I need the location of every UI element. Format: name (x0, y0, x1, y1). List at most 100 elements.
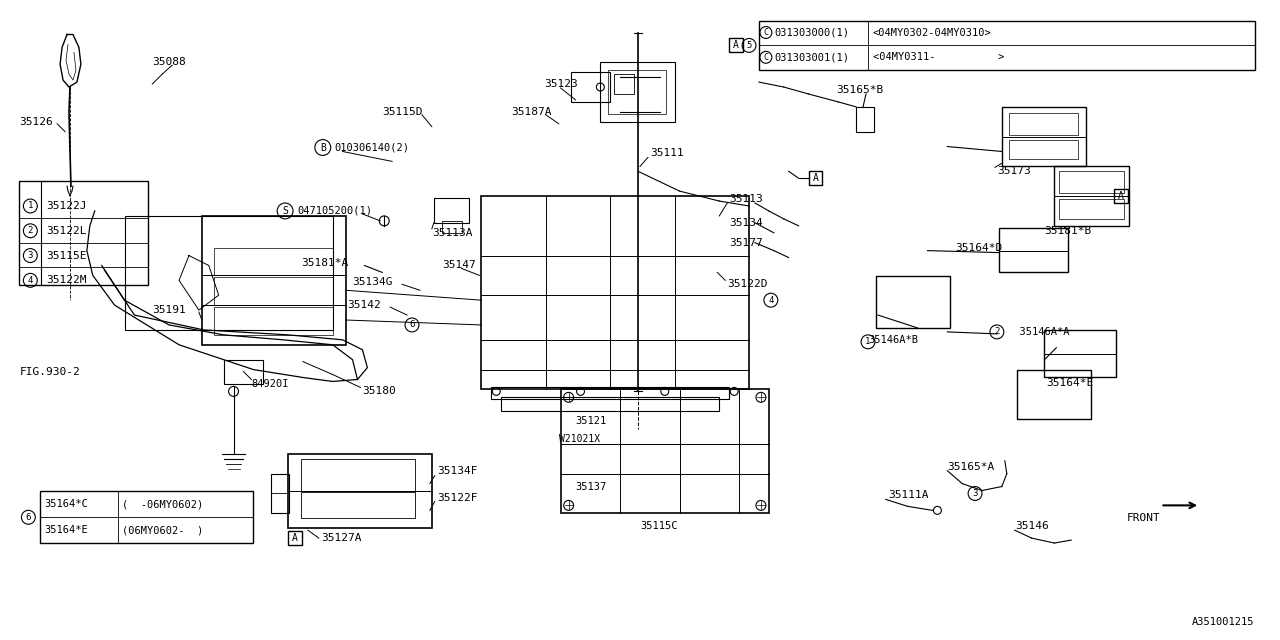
Bar (271, 474, 289, 513)
Bar (1009, 140, 1078, 159)
Bar (301, 459, 415, 490)
Text: 35122M: 35122M (46, 275, 87, 285)
Bar (434, 198, 468, 223)
Text: 35123: 35123 (544, 79, 577, 89)
Text: 35181*B: 35181*B (1044, 226, 1092, 236)
Text: 35181*A: 35181*A (301, 257, 348, 268)
Text: 031303001(1): 031303001(1) (774, 52, 850, 62)
Text: S: S (282, 206, 288, 216)
Bar (224, 360, 264, 385)
Text: 35122F: 35122F (436, 493, 477, 504)
Bar (214, 277, 333, 305)
Bar (19, 181, 148, 285)
Bar (608, 70, 666, 114)
Bar (809, 172, 823, 185)
Text: 35126: 35126 (19, 116, 54, 127)
Bar (301, 493, 415, 518)
Text: 35134G: 35134G (352, 277, 393, 287)
Text: 35164*E: 35164*E (45, 525, 88, 535)
Text: 35111: 35111 (650, 148, 684, 159)
Text: 010306140(2): 010306140(2) (334, 143, 410, 152)
Text: 35122J: 35122J (46, 201, 87, 211)
Bar (876, 276, 950, 328)
Text: 047105200(1): 047105200(1) (297, 206, 372, 216)
Text: 35115D: 35115D (383, 107, 422, 117)
Text: 35173: 35173 (997, 166, 1030, 176)
Text: (  -06MY0602): ( -06MY0602) (122, 499, 202, 509)
Bar (492, 387, 730, 399)
Text: W21021X: W21021X (558, 434, 600, 444)
Bar (40, 492, 253, 543)
Bar (1114, 189, 1128, 203)
Bar (614, 74, 634, 94)
Text: <04MY0302-04MY0310>: <04MY0302-04MY0310> (873, 28, 992, 38)
Text: 1: 1 (28, 202, 33, 211)
Text: 4: 4 (28, 276, 33, 285)
Text: 35177: 35177 (730, 237, 763, 248)
Bar (124, 216, 333, 330)
Bar (214, 307, 333, 335)
Bar (202, 216, 346, 345)
Bar (442, 221, 462, 233)
Text: 35088: 35088 (152, 57, 186, 67)
Text: 35191: 35191 (152, 305, 186, 315)
Text: 35134F: 35134F (436, 466, 477, 476)
Text: 6: 6 (26, 513, 31, 522)
Bar (481, 196, 749, 389)
Text: 35146A*A: 35146A*A (1007, 327, 1069, 337)
Text: 35113A: 35113A (431, 228, 472, 238)
Text: 35147: 35147 (442, 260, 475, 271)
Bar (288, 454, 431, 528)
Text: 1: 1 (865, 337, 870, 346)
Text: A351001215: A351001215 (1192, 618, 1254, 627)
Text: 35111A: 35111A (888, 490, 928, 500)
Text: FIG.930-2: FIG.930-2 (19, 367, 81, 376)
Text: 35122D: 35122D (727, 279, 768, 289)
Text: 35121: 35121 (576, 416, 607, 426)
Text: 2: 2 (995, 328, 1000, 337)
Text: 6: 6 (410, 321, 415, 330)
Bar (759, 20, 1254, 70)
Text: (06MY0602-  ): (06MY0602- ) (122, 525, 202, 535)
Text: A: A (292, 533, 298, 543)
Text: 2: 2 (28, 227, 33, 236)
Bar (502, 397, 719, 412)
Text: 35164*D: 35164*D (955, 243, 1002, 253)
Text: C: C (763, 28, 768, 37)
Text: FRONT: FRONT (1126, 513, 1161, 524)
Text: 35164*E: 35164*E (1047, 378, 1093, 388)
Bar (1060, 172, 1124, 193)
Text: 3: 3 (973, 489, 978, 498)
Bar (730, 38, 744, 52)
Text: 84920I: 84920I (251, 380, 289, 389)
Text: 35142: 35142 (348, 300, 381, 310)
Bar (1055, 166, 1129, 226)
Bar (1016, 369, 1091, 419)
Text: 4: 4 (768, 296, 773, 305)
Bar (1060, 199, 1124, 219)
Bar (214, 248, 333, 275)
Text: 031303000(1): 031303000(1) (774, 28, 850, 38)
Text: 5: 5 (746, 41, 751, 50)
Bar (1009, 113, 1078, 134)
Text: 35127A: 35127A (321, 533, 361, 543)
Bar (600, 62, 675, 122)
Bar (998, 228, 1069, 273)
Text: 35115C: 35115C (640, 521, 677, 531)
Text: B: B (320, 143, 325, 152)
Bar (571, 72, 611, 102)
Text: 35180: 35180 (362, 387, 397, 396)
Text: 35164*C: 35164*C (45, 499, 88, 509)
Text: 35146A*B: 35146A*B (868, 335, 918, 345)
Text: 35134: 35134 (730, 218, 763, 228)
Text: 35113: 35113 (730, 194, 763, 204)
Text: 35165*A: 35165*A (947, 461, 995, 472)
Text: 35146: 35146 (1015, 521, 1048, 531)
Text: 35122L: 35122L (46, 226, 87, 236)
Text: 35115E: 35115E (46, 251, 87, 260)
Text: 35187A: 35187A (511, 107, 552, 117)
Text: A: A (813, 173, 818, 183)
Bar (288, 531, 302, 545)
Text: 35165*B: 35165*B (836, 85, 883, 95)
Bar (561, 389, 769, 513)
